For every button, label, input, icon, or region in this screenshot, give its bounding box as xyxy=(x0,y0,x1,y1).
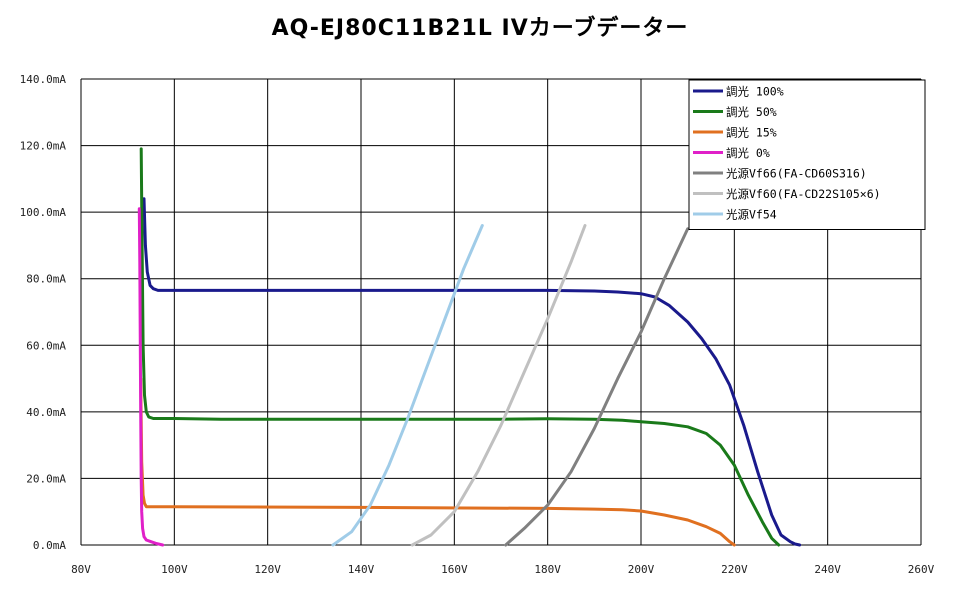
legend-entry: 調光 15% xyxy=(726,126,777,140)
series-line-2 xyxy=(139,377,736,547)
series-lines xyxy=(137,147,802,547)
y-tick-label: 80.0mA xyxy=(26,273,66,286)
x-tick-label: 200V xyxy=(628,563,655,576)
series-line-1 xyxy=(139,147,781,547)
legend-entry: 調光 50% xyxy=(726,105,777,119)
series-line-4 xyxy=(504,227,690,547)
series-line-5 xyxy=(410,224,587,547)
legend-entry: 光源Vf60(FA-CD22S105×6) xyxy=(726,187,881,201)
legend-entry: 光源Vf54 xyxy=(726,208,777,222)
y-tick-label: 60.0mA xyxy=(26,339,66,352)
y-tick-label: 100.0mA xyxy=(20,206,67,219)
x-tick-label: 180V xyxy=(534,563,561,576)
legend-entry: 調光 100% xyxy=(726,85,784,99)
x-tick-label: 240V xyxy=(814,563,841,576)
x-tick-label: 120V xyxy=(254,563,281,576)
y-tick-label: 140.0mA xyxy=(20,73,67,86)
y-tick-label: 120.0mA xyxy=(20,140,67,153)
y-axis-ticks: 0.0mA 20.0mA 40.0mA 60.0mA 80.0mA 100.0mA 120.… xyxy=(20,73,67,552)
x-tick-label: 140V xyxy=(348,563,375,576)
y-tick-label: 20.0mA xyxy=(26,472,66,485)
legend: 調光 100% 調光 50% 調光 15% 調光 0% 光源Vf66(FA-CD60S3… xyxy=(688,79,926,230)
x-tick-label: 220V xyxy=(721,563,748,576)
x-tick-label: 260V xyxy=(908,563,935,576)
x-axis-ticks: 80V 100V 120V 140V 160V 180V 200V 220V 240V 260V xyxy=(71,563,935,576)
legend-entry: 光源Vf66(FA-CD60S316) xyxy=(726,167,867,181)
y-tick-label: 40.0mA xyxy=(26,406,66,419)
legend-entry: 調光 0% xyxy=(726,146,770,160)
x-tick-label: 100V xyxy=(161,563,188,576)
series-line-3 xyxy=(137,207,165,547)
x-tick-label: 80V xyxy=(71,563,91,576)
series-line-0 xyxy=(142,197,802,547)
series-line-6 xyxy=(331,224,484,547)
legend-box xyxy=(688,79,926,230)
chart-title: AQ-EJ80C11B21L IVカーブデーター xyxy=(271,16,689,41)
x-tick-label: 160V xyxy=(441,563,468,576)
y-tick-label: 0.0mA xyxy=(33,539,66,552)
